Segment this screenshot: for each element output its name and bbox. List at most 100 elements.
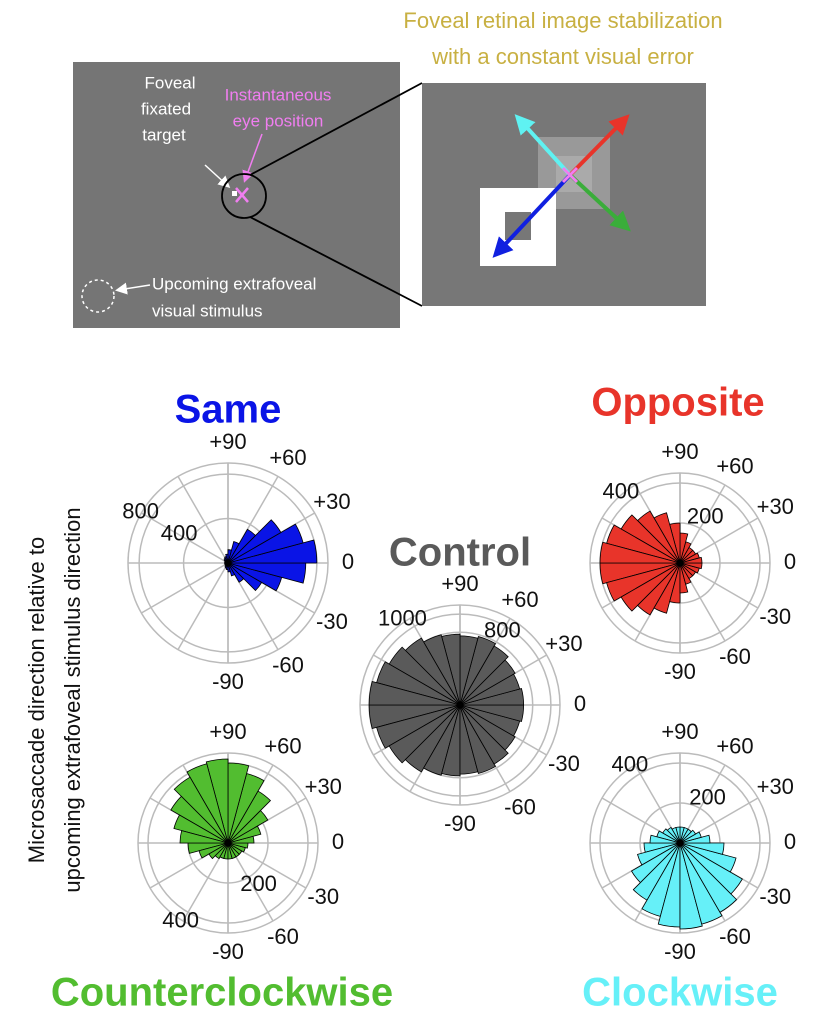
- eye-label: eye position: [233, 111, 324, 130]
- theta-tick-label: +90: [441, 571, 478, 596]
- bar: [679, 842, 725, 855]
- bar: [173, 776, 229, 844]
- eye-marker: [561, 166, 579, 184]
- theta-tick-label: 0: [342, 549, 354, 574]
- stimulus-label: Upcoming extrafoveal: [152, 274, 316, 293]
- bar: [459, 704, 516, 751]
- target-label: fixated: [141, 99, 191, 118]
- bar: [227, 549, 232, 564]
- bar: [679, 829, 697, 844]
- bar: [227, 541, 240, 564]
- theta-tick-label: 0: [784, 829, 796, 854]
- bar: [173, 814, 229, 844]
- side-label: Microsaccade direction relative to: [24, 537, 49, 863]
- bar: [459, 704, 509, 765]
- theta-tick-label: +90: [661, 439, 698, 464]
- bar: [179, 830, 229, 844]
- zoom-line: [249, 216, 423, 307]
- bar: [599, 541, 681, 564]
- bar: [404, 704, 461, 773]
- theta-tick-label: -60: [272, 653, 304, 678]
- bar: [679, 842, 723, 925]
- target-label: Foveal: [144, 73, 195, 92]
- zoom-circle: [221, 173, 267, 219]
- theta-tick-label: +60: [501, 587, 538, 612]
- r-tick-label: 400: [603, 478, 640, 503]
- r-tick-label: 400: [161, 521, 198, 546]
- bar: [459, 636, 497, 706]
- theta-tick-label: +90: [661, 719, 698, 744]
- theta-tick-label: +60: [269, 445, 306, 470]
- theta-tick-label: -90: [444, 811, 476, 836]
- chart-title: Clockwise: [582, 971, 778, 1015]
- chart-title: Same: [175, 388, 282, 432]
- r-tick-label: 1000: [378, 605, 427, 630]
- r-tick-label: 200: [240, 871, 277, 896]
- pointer: [242, 133, 263, 183]
- schematic-title: with a constant visual error: [431, 44, 694, 69]
- schematic: Foveal retinal image stabilization with …: [73, 8, 723, 328]
- bar: [224, 561, 229, 564]
- direction-arrow: [568, 173, 631, 232]
- theta-tick-label: -60: [719, 644, 751, 669]
- bar: [620, 562, 681, 612]
- theta-tick-label: +90: [209, 719, 246, 744]
- bar: [376, 704, 461, 749]
- theta-tick-label: -90: [212, 669, 244, 694]
- chart-title: Opposite: [591, 381, 764, 425]
- eye-marker: [235, 187, 249, 203]
- r-tick-label: 800: [484, 617, 521, 642]
- chart-title: Counterclockwise: [51, 971, 393, 1015]
- bar: [227, 523, 304, 564]
- polar-chart: +90 +60 +30 0 -30 -60 -90 800 1000 Control: [359, 531, 586, 836]
- r-tick-label: 400: [162, 908, 199, 933]
- theta-tick-label: -90: [664, 659, 696, 684]
- bar: [170, 795, 229, 844]
- theta-tick-label: +30: [545, 631, 582, 656]
- bar: [653, 562, 681, 614]
- theta-tick-label: -30: [759, 884, 791, 909]
- polar-chart: +90 +60+30 0 -30 -60 -90 200 400 Opposite: [589, 381, 796, 684]
- theta-tick-label: -60: [719, 924, 751, 949]
- side-label: upcoming extrafoveal stimulus direction: [60, 507, 85, 892]
- theta-tick-label: 0: [574, 691, 586, 716]
- bar: [441, 704, 461, 777]
- bar: [214, 842, 229, 860]
- pointer: [115, 282, 151, 295]
- r-tick-label: 800: [122, 498, 159, 523]
- target-label: target: [142, 125, 186, 144]
- bar: [649, 834, 681, 844]
- bar: [679, 842, 738, 913]
- direction-arrow: [492, 173, 572, 258]
- r-tick-label: 200: [689, 785, 726, 810]
- bar: [227, 519, 282, 564]
- bar: [388, 704, 461, 764]
- bar: [227, 528, 257, 564]
- theta-tick-label: -90: [212, 939, 244, 964]
- target: [232, 191, 237, 196]
- theta-tick-label: -30: [316, 609, 348, 634]
- theta-tick-label: +90: [209, 429, 246, 454]
- theta-tick-label: +30: [757, 774, 794, 799]
- schematic-title: Foveal retinal image stabilization: [403, 8, 722, 33]
- bar: [679, 842, 737, 873]
- polar-chart: +90 +60+30 0 -30 -60 -90 200 400 Clockwise: [582, 719, 796, 1015]
- pointer: [204, 164, 231, 189]
- fixated-target: [505, 212, 531, 240]
- bar: [186, 763, 229, 844]
- theta-tick-label: +60: [716, 454, 753, 479]
- r-tick-label: 400: [612, 752, 649, 777]
- bar: [637, 562, 681, 616]
- theta-tick-label: -30: [759, 604, 791, 629]
- eye-label: Instantaneous: [225, 85, 332, 104]
- direction-arrow: [568, 114, 630, 177]
- stimulus-location: [81, 279, 115, 313]
- theta-tick-label: +30: [305, 774, 342, 799]
- bar: [679, 842, 743, 895]
- theta-tick-label: -90: [664, 939, 696, 964]
- theta-tick-label: -30: [307, 884, 339, 909]
- bar: [208, 842, 229, 860]
- polar-chart: +90 +60+30 0 -30 -60 -90 200 400 Counterclockwis…: [51, 719, 393, 1015]
